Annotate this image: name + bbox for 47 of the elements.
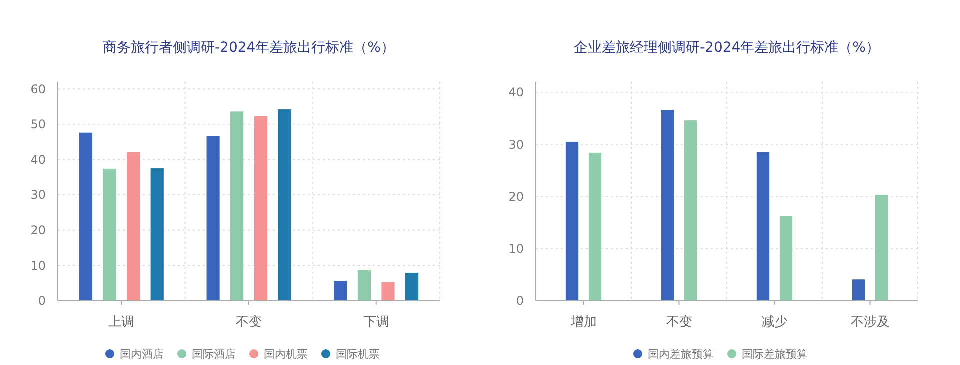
legend-label: 国际酒店 bbox=[192, 348, 236, 361]
bar bbox=[79, 132, 93, 301]
bar bbox=[358, 270, 371, 301]
y-tick-label: 20 bbox=[30, 224, 46, 238]
bar bbox=[756, 152, 770, 301]
legend-label: 国际机票 bbox=[336, 348, 380, 361]
x-tick-label: 不变 bbox=[236, 315, 262, 330]
bar bbox=[684, 120, 698, 301]
y-tick-label: 10 bbox=[508, 242, 524, 256]
bar bbox=[875, 195, 888, 301]
y-tick-label: 0 bbox=[38, 294, 46, 308]
bar bbox=[661, 110, 674, 301]
bar bbox=[852, 280, 866, 301]
bar bbox=[334, 281, 348, 301]
x-tick-label: 不变 bbox=[666, 315, 692, 330]
chart-title: 企业差旅经理侧调研-2024年差旅出行标准（%） bbox=[574, 40, 880, 56]
bar bbox=[127, 152, 140, 301]
y-tick-label: 60 bbox=[30, 82, 46, 96]
bar bbox=[103, 168, 116, 301]
legend-label: 国内酒店 bbox=[120, 348, 164, 361]
bar bbox=[382, 282, 395, 301]
y-tick-label: 40 bbox=[508, 86, 524, 100]
y-tick-label: 40 bbox=[30, 152, 46, 167]
y-tick-label: 0 bbox=[516, 294, 524, 308]
x-tick-label: 上调 bbox=[108, 315, 135, 330]
legend-label: 国内机票 bbox=[264, 348, 308, 361]
bar bbox=[230, 112, 244, 301]
bar bbox=[150, 168, 164, 301]
x-tick-label: 不涉及 bbox=[850, 315, 890, 330]
y-tick-label: 50 bbox=[30, 118, 46, 132]
bar bbox=[206, 136, 220, 301]
y-tick-label: 10 bbox=[30, 258, 46, 273]
legend-label: 国际差旅预算 bbox=[742, 348, 808, 361]
chart-title: 商务旅行者侧调研-2024年差旅出行标准（%） bbox=[103, 40, 395, 56]
bar bbox=[780, 216, 793, 301]
bar bbox=[278, 110, 292, 301]
y-tick-label: 30 bbox=[508, 138, 524, 152]
x-tick-label: 增加 bbox=[570, 315, 597, 330]
bar bbox=[254, 116, 268, 301]
bar bbox=[566, 142, 579, 301]
x-tick-label: 下调 bbox=[363, 315, 390, 330]
bar bbox=[588, 152, 602, 301]
legend-label: 国内差旅预算 bbox=[648, 348, 714, 361]
y-tick-label: 20 bbox=[508, 190, 524, 204]
bar bbox=[405, 273, 419, 301]
x-tick-label: 减少 bbox=[762, 315, 788, 330]
y-tick-label: 30 bbox=[30, 188, 46, 202]
